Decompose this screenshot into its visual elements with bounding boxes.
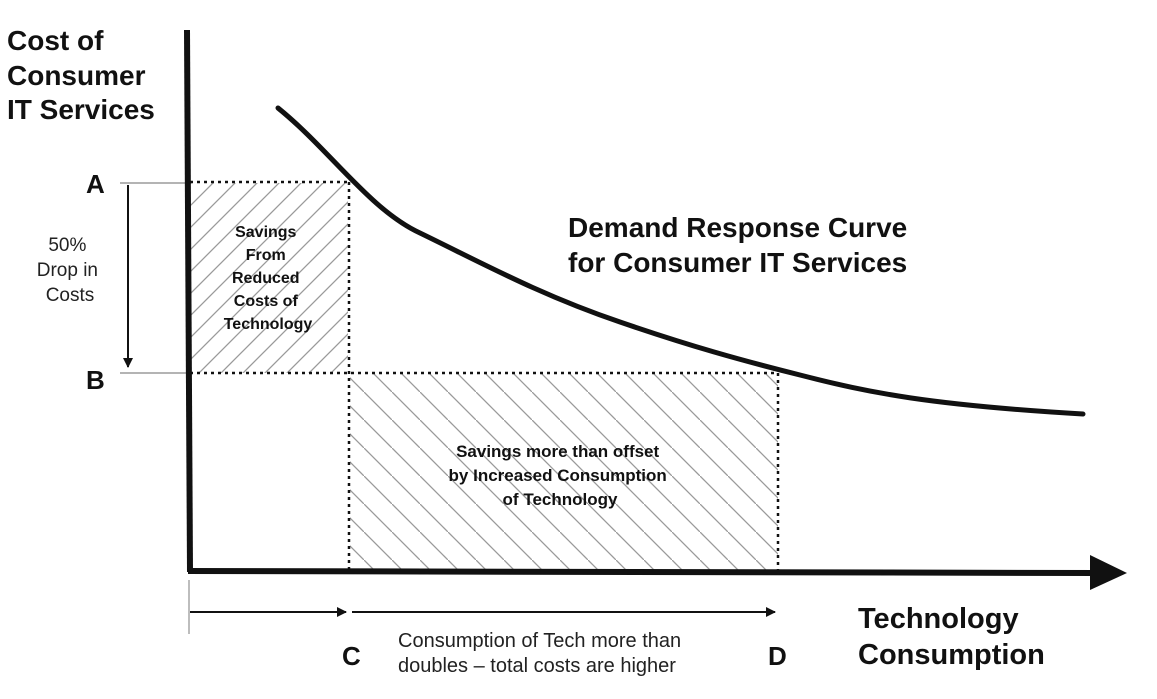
point-d-label: D — [768, 641, 787, 671]
savings-box-line: From — [246, 247, 286, 264]
savings-box-line: Technology — [224, 316, 313, 333]
savings-box-line: Reduced — [232, 270, 300, 287]
y-axis-title-line: IT Services — [7, 94, 155, 125]
consumption-note-line: doubles – total costs are higher — [398, 655, 676, 677]
point-a-label: A — [86, 169, 105, 199]
offset-region — [350, 374, 778, 570]
y-axis-title-line: Cost of — [7, 25, 104, 56]
curve-title-line: Demand Response Curve — [568, 212, 907, 243]
savings-box-line: Costs of — [234, 293, 299, 310]
drop-label-line: Costs — [46, 285, 95, 306]
x-axis-arrowhead — [1090, 555, 1127, 590]
drop-label-line: 50% — [48, 235, 86, 256]
curve-title-line: for Consumer IT Services — [568, 247, 907, 278]
drop-label-line: Drop in — [37, 260, 98, 281]
y-axis-title-line: Consumer — [7, 60, 146, 91]
x-axis-title-line: Technology — [858, 603, 1019, 635]
offset-box-line: Savings more than offset — [456, 442, 659, 461]
drop-label: 50% Drop in Costs — [37, 235, 104, 306]
point-c-label: C — [342, 641, 361, 671]
offset-box-line: of Technology — [503, 490, 618, 509]
y-axis — [184, 29, 193, 573]
savings-box-line: Savings — [235, 224, 296, 241]
x-axis-title-line: Consumption — [858, 639, 1045, 671]
y-axis-title: Cost of Consumer IT Services — [7, 25, 155, 125]
savings-region — [190, 183, 348, 373]
x-axis-title: Technology Consumption — [858, 603, 1045, 671]
consumption-note-line: Consumption of Tech more than — [398, 630, 681, 652]
savings-box-label: Savings From Reduced Costs of Technology — [224, 224, 313, 333]
point-b-label: B — [86, 365, 105, 395]
offset-box-line: by Increased Consumption — [449, 466, 667, 485]
curve-title: Demand Response Curve for Consumer IT Se… — [568, 212, 915, 278]
demand-curve — [275, 105, 1086, 417]
x-axis — [187, 568, 1096, 576]
offset-box-label: Savings more than offset by Increased Co… — [449, 442, 672, 509]
consumption-note: Consumption of Tech more than doubles – … — [398, 630, 687, 677]
